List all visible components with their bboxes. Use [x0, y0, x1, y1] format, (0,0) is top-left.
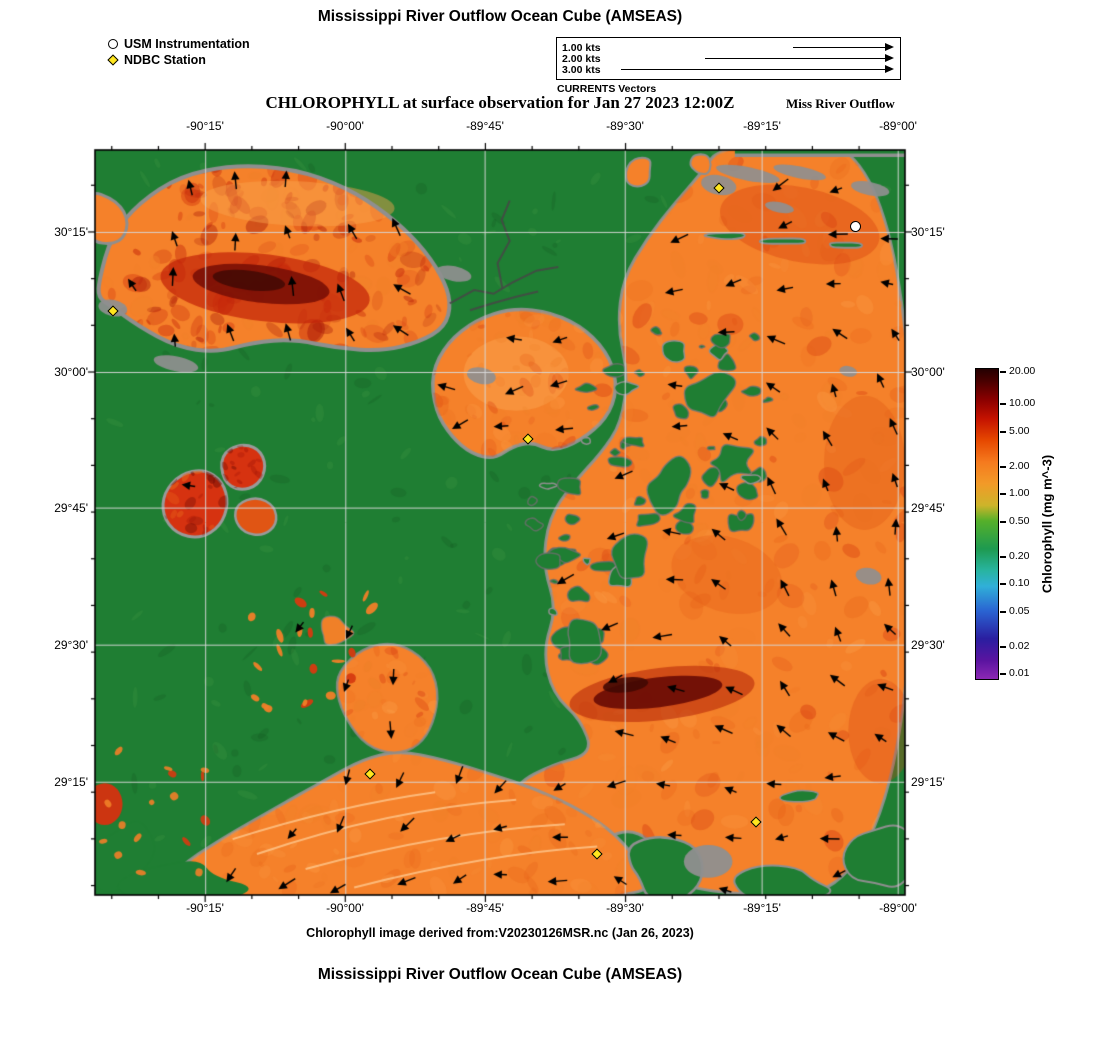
station-legend: USM Instrumentation NDBC Station [107, 36, 250, 68]
colorbar-tick-label: 1.00 [1009, 487, 1030, 499]
lat-tick-label-right: 29°15' [911, 775, 945, 789]
colorbar-tick-label: 2.00 [1009, 460, 1030, 472]
currents-row-1: 1.00 kts [562, 41, 895, 54]
colorbar-axis-label: Chlorophyll (mg m^-3) [1039, 454, 1055, 594]
lat-tick-label-right: 30°00' [911, 365, 945, 379]
colorbar [975, 368, 999, 680]
lon-tick-label-top: -90°15' [186, 119, 224, 133]
colorbar-tick [1000, 556, 1006, 558]
chlorophyll-subtitle: CHLOROPHYLL at surface observation for J… [265, 93, 735, 112]
lon-tick-label-top: -89°15' [743, 119, 781, 133]
lat-tick-label-left: 30°15' [54, 225, 88, 239]
page-title-bottom: Mississippi River Outflow Ocean Cube (AM… [317, 966, 683, 983]
currents-speed-label: 1.00 kts [562, 41, 601, 54]
source-caption: Chlorophyll image derived from:V20230126… [306, 926, 694, 940]
lat-tick-label-right: 30°15' [911, 225, 945, 239]
ndbc-marker-icon [107, 53, 119, 66]
currents-legend-box: 1.00 kts 2.00 kts 3.00 kts [556, 37, 901, 80]
legend-ndbc-row: NDBC Station [107, 52, 250, 67]
legend-usm-label: USM Instrumentation [124, 36, 250, 51]
lon-tick-label-top: -90°00' [326, 119, 364, 133]
currents-row-3: 3.00 kts [562, 63, 895, 76]
region-label: Miss River Outflow [786, 96, 895, 111]
colorbar-tick [1000, 431, 1006, 433]
map-canvas [85, 140, 915, 905]
colorbar-tick-label: 10.00 [1009, 397, 1036, 409]
lat-tick-label-left: 29°45' [54, 501, 88, 515]
currents-speed-label: 3.00 kts [562, 63, 601, 76]
colorbar-tick [1000, 673, 1006, 675]
colorbar-tick [1000, 466, 1006, 468]
colorbar-tick-label: 20.00 [1009, 365, 1036, 377]
colorbar-tick-label: 0.02 [1009, 640, 1030, 652]
lat-tick-label-left: 30°00' [54, 365, 88, 379]
colorbar-tick-label: 0.05 [1009, 605, 1030, 617]
colorbar-tick-label: 0.10 [1009, 577, 1030, 589]
colorbar-tick [1000, 493, 1006, 495]
legend-usm-row: USM Instrumentation [108, 36, 250, 51]
current-arrow-icon [793, 42, 894, 51]
lat-tick-label-right: 29°45' [911, 501, 945, 515]
colorbar-tick [1000, 521, 1006, 523]
lon-tick-label-top: -89°00' [879, 119, 917, 133]
lat-tick-label-left: 29°15' [54, 775, 88, 789]
legend-ndbc-label: NDBC Station [124, 52, 206, 67]
colorbar-tick [1000, 583, 1006, 585]
colorbar-tick-label: 0.01 [1009, 667, 1030, 679]
lat-tick-label-left: 29°30' [54, 638, 88, 652]
currents-row-2: 2.00 kts [562, 52, 895, 65]
current-arrow-icon [705, 53, 894, 62]
colorbar-tick [1000, 371, 1006, 373]
page-title-top: Mississippi River Outflow Ocean Cube (AM… [317, 8, 683, 25]
colorbar-tick-label: 5.00 [1009, 425, 1030, 437]
colorbar-tick-label: 0.50 [1009, 515, 1030, 527]
colorbar-tick [1000, 646, 1006, 648]
currents-legend-title: CURRENTS Vectors [557, 83, 657, 95]
lat-tick-label-right: 29°30' [911, 638, 945, 652]
colorbar-tick [1000, 403, 1006, 405]
lon-tick-label-top: -89°45' [466, 119, 504, 133]
lon-tick-label-top: -89°30' [606, 119, 644, 133]
current-arrow-icon [621, 64, 894, 73]
usm-marker-icon [108, 38, 118, 49]
colorbar-tick [1000, 611, 1006, 613]
currents-speed-label: 2.00 kts [562, 52, 601, 65]
colorbar-tick-label: 0.20 [1009, 550, 1030, 562]
